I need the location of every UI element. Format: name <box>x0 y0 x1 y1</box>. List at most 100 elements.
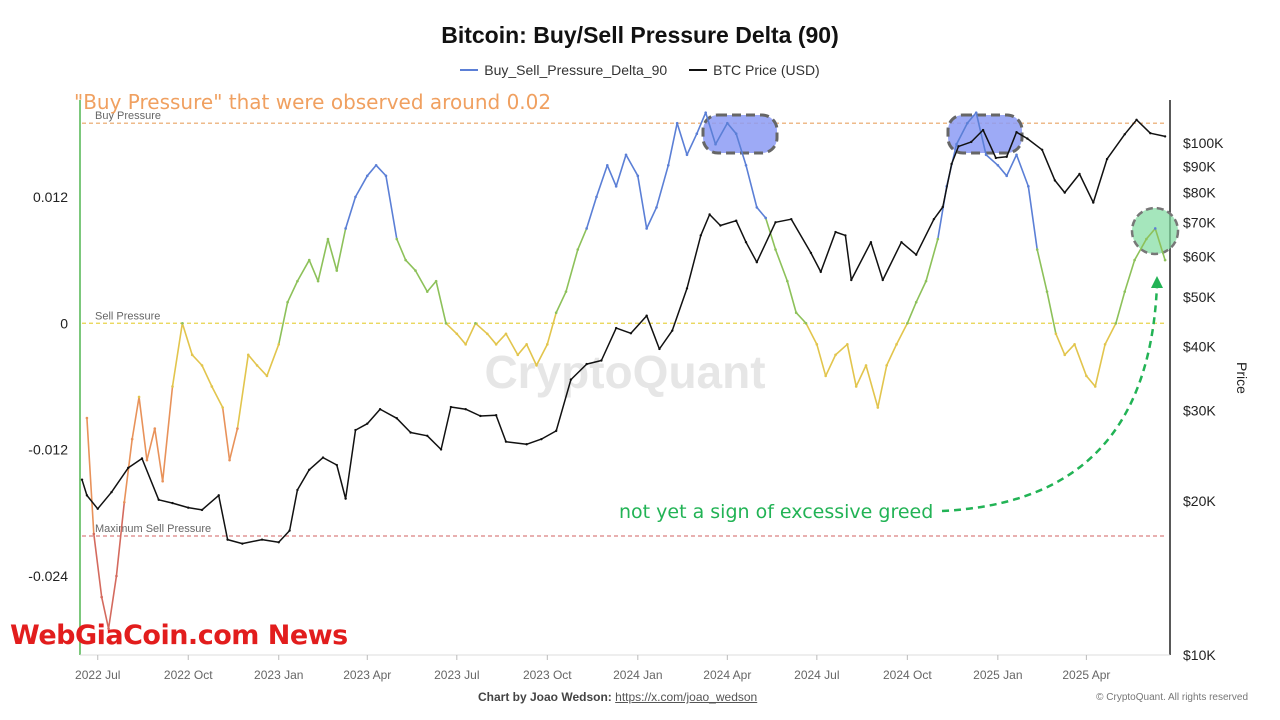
delta-point-57 <box>624 153 628 157</box>
y-left-tick-1: 0 <box>60 315 68 331</box>
legend-item-delta[interactable]: Buy_Sell_Pressure_Delta_90 <box>460 62 667 78</box>
price-point-42 <box>658 347 661 351</box>
y-right-tick-3: $70K <box>1183 214 1216 230</box>
x-tick-label-2: 2023 Jan <box>254 668 303 682</box>
price-point-67 <box>981 128 985 132</box>
greed-annotation-arrowhead <box>1151 276 1163 288</box>
delta-segment-27 <box>327 238 338 272</box>
delta-segment-17 <box>228 427 239 461</box>
delta-segment-79 <box>846 343 857 388</box>
delta-segment-77 <box>824 354 837 377</box>
delta-segment-69 <box>745 164 758 209</box>
delta-point-64 <box>695 132 699 136</box>
delta-segment-46 <box>516 343 528 356</box>
x-tick-label-10: 2025 Jan <box>973 668 1022 682</box>
delta-point-23 <box>286 300 289 304</box>
price-point-75 <box>1078 172 1081 176</box>
delta-segment-67 <box>726 122 737 135</box>
y-right-tick-4: $60K <box>1183 249 1216 265</box>
price-point-18 <box>321 456 325 459</box>
delta-point-62 <box>675 121 679 125</box>
delta-segment-106 <box>1115 290 1126 325</box>
delta-point-110 <box>1153 227 1157 230</box>
footer-prefix: Chart by Joao Wedson: <box>478 690 612 704</box>
delta-segment-41 <box>464 322 477 346</box>
delta-point-12 <box>181 321 184 325</box>
delta-point-84 <box>895 343 898 346</box>
y-right-tick-0: $100K <box>1183 135 1224 151</box>
y-right-label: Price <box>1234 362 1250 394</box>
price-point-1 <box>85 494 89 497</box>
price-point-78 <box>1123 133 1126 136</box>
delta-segment-3 <box>107 575 118 630</box>
delta-segment-99 <box>1046 290 1057 335</box>
current-reading-highlight <box>1130 206 1180 256</box>
delta-segment-70 <box>756 206 767 219</box>
delta-segment-72 <box>774 248 789 282</box>
delta-point-16 <box>221 406 224 409</box>
delta-point-103 <box>1085 374 1088 378</box>
delta-point-44 <box>494 343 498 346</box>
delta-point-109 <box>1145 237 1148 241</box>
delta-point-54 <box>595 195 598 199</box>
delta-segment-81 <box>865 364 879 409</box>
price-point-33 <box>525 443 528 446</box>
price-point-37 <box>585 362 588 366</box>
legend-swatch-delta <box>460 69 479 71</box>
price-point-59 <box>881 278 884 282</box>
delta-point-72 <box>774 248 777 251</box>
delta-point-56 <box>614 185 618 188</box>
price-point-32 <box>504 440 508 443</box>
delta-segment-85 <box>906 301 917 325</box>
legend-item-price[interactable]: BTC Price (USD) <box>689 62 820 78</box>
delta-segment-34 <box>395 238 407 261</box>
delta-segment-11 <box>171 322 184 388</box>
delta-segment-53 <box>585 196 598 230</box>
delta-point-4 <box>115 574 118 578</box>
delta-point-76 <box>815 343 819 346</box>
delta-segment-105 <box>1104 322 1117 346</box>
price-point-61 <box>914 253 918 256</box>
price-point-21 <box>354 428 357 432</box>
x-tick-label-1: 2022 Oct <box>164 668 213 682</box>
delta-segment-7 <box>138 396 148 461</box>
delta-point-0 <box>85 416 89 420</box>
delta-segment-110 <box>1154 227 1166 261</box>
delta-segment-23 <box>286 280 299 304</box>
delta-point-61 <box>667 163 670 167</box>
delta-point-3 <box>107 627 110 630</box>
reference-label-2: Maximum Sell Pressure <box>95 523 211 535</box>
delta-point-71 <box>764 216 767 220</box>
footer-link[interactable]: https://x.com/joao_wedson <box>615 690 758 704</box>
legend-swatch-price <box>689 69 708 71</box>
delta-segment-74 <box>795 311 807 325</box>
delta-point-42 <box>474 321 477 325</box>
buy-pressure-highlight-2024 <box>701 113 779 155</box>
delta-point-13 <box>190 353 194 357</box>
delta-segment-60 <box>655 164 670 209</box>
delta-point-46 <box>516 353 520 357</box>
delta-point-2 <box>100 595 103 599</box>
price-point-12 <box>241 542 244 545</box>
delta-point-58 <box>636 174 640 178</box>
price-point-35 <box>554 429 558 433</box>
y-left-tick-2: -0.012 <box>28 442 68 458</box>
delta-point-41 <box>464 343 467 346</box>
delta-segment-68 <box>735 132 747 167</box>
delta-segment-36 <box>414 269 429 293</box>
x-tick-label-11: 2025 Apr <box>1062 668 1110 682</box>
delta-segment-47 <box>525 343 538 367</box>
price-point-8 <box>187 506 190 509</box>
price-point-46 <box>708 213 711 216</box>
delta-segment-51 <box>565 248 579 293</box>
delta-point-40 <box>455 332 459 336</box>
price-point-71 <box>1026 137 1029 140</box>
price-point-41 <box>645 314 648 317</box>
price-point-34 <box>540 437 543 441</box>
price-point-58 <box>869 241 873 244</box>
price-point-54 <box>819 270 822 274</box>
delta-segment-15 <box>211 385 224 409</box>
delta-point-66 <box>714 142 717 146</box>
x-tick-label-0: 2022 Jul <box>75 668 120 682</box>
